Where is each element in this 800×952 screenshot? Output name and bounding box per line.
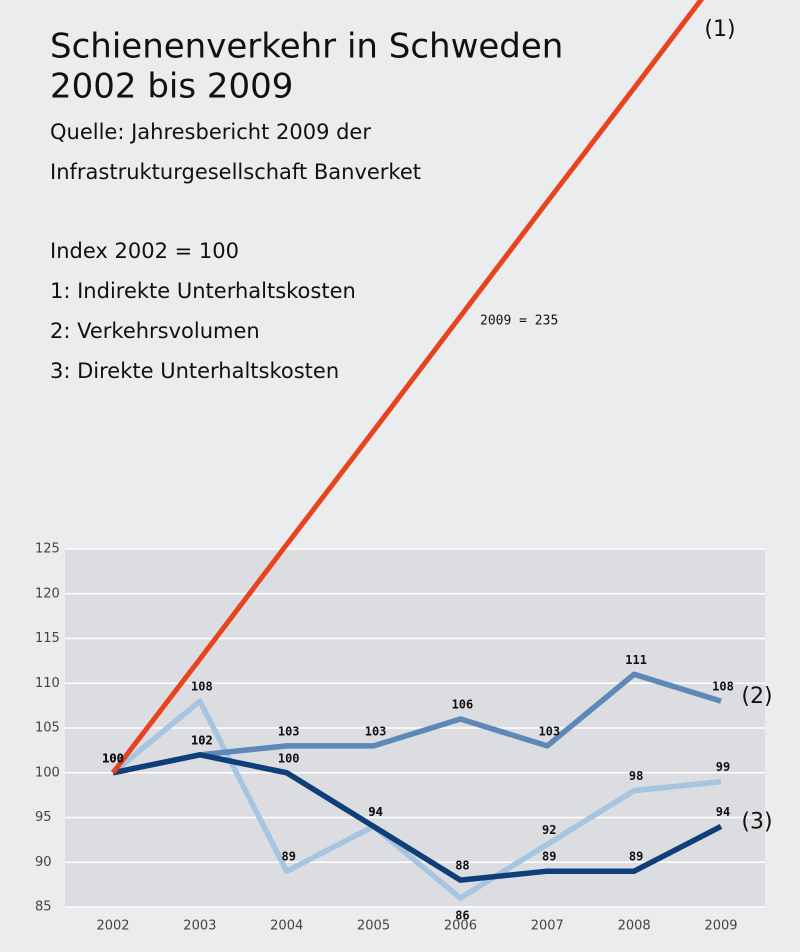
x-tick-label: 2007 <box>531 919 564 934</box>
data-label: 102 <box>191 733 213 747</box>
series-tag: (1) <box>704 17 735 42</box>
x-tick-label: 2005 <box>357 919 390 934</box>
data-label: 102 <box>191 733 213 747</box>
y-tick-label: 85 <box>35 900 52 915</box>
y-tick-label: 90 <box>35 855 52 870</box>
data-label: 100 <box>102 751 124 765</box>
series-line <box>112 671 722 776</box>
data-label: 100 <box>102 751 124 765</box>
series-line <box>111 698 722 901</box>
data-label: 100 <box>278 751 300 765</box>
y-tick-label: 115 <box>35 631 60 646</box>
x-tick-label: 2006 <box>444 919 477 934</box>
data-label: 94 <box>368 805 382 819</box>
data-label: 108 <box>712 680 734 694</box>
y-tick-label: 110 <box>35 676 60 691</box>
data-label: 89 <box>542 850 556 864</box>
series-tag: (2) <box>741 684 772 709</box>
x-tick-label: 2004 <box>270 919 303 934</box>
annotation: 2009 = 235 <box>480 314 558 329</box>
data-label: 103 <box>538 724 560 738</box>
series-line <box>112 752 723 883</box>
data-label: 94 <box>716 805 730 819</box>
y-tick-label: 95 <box>35 810 52 825</box>
x-tick-label: 2002 <box>96 919 129 934</box>
subtitle: Infrastrukturgesellschaft Banverket <box>50 160 421 184</box>
data-label: 92 <box>542 823 556 837</box>
series-tag: (3) <box>741 809 772 834</box>
data-label: 103 <box>278 724 300 738</box>
data-label: 88 <box>455 859 469 873</box>
data-label: 99 <box>716 760 730 774</box>
data-label: 103 <box>365 724 387 738</box>
data-label: 86 <box>455 909 469 923</box>
data-label: 94 <box>368 805 382 819</box>
chart-title: Schienenverkehr in Schweden <box>50 27 563 67</box>
legend-entry: 1: Indirekte Unterhaltskosten <box>50 279 356 303</box>
data-label: 89 <box>629 850 643 864</box>
data-label: 98 <box>629 769 643 783</box>
y-tick-label: 120 <box>35 586 60 601</box>
data-label: 100 <box>102 751 124 765</box>
legend-entry: 3: Direkte Unterhaltskosten <box>50 359 339 383</box>
data-label: 111 <box>625 653 647 667</box>
data-label: 89 <box>281 850 295 864</box>
chart-title: 2002 bis 2009 <box>50 67 293 107</box>
x-tick-label: 2009 <box>704 919 737 934</box>
x-tick-label: 2008 <box>618 919 651 934</box>
data-label: 108 <box>191 680 213 694</box>
y-tick-label: 105 <box>35 721 60 736</box>
y-tick-label: 100 <box>35 765 60 780</box>
x-tick-label: 2003 <box>183 919 216 934</box>
legend-entry: 2: Verkehrsvolumen <box>50 319 260 343</box>
y-tick-label: 125 <box>35 542 60 557</box>
data-label: 106 <box>452 698 474 712</box>
series-line <box>111 0 705 775</box>
index-note: Index 2002 = 100 <box>50 239 239 263</box>
subtitle: Quelle: Jahresbericht 2009 der <box>50 120 371 144</box>
